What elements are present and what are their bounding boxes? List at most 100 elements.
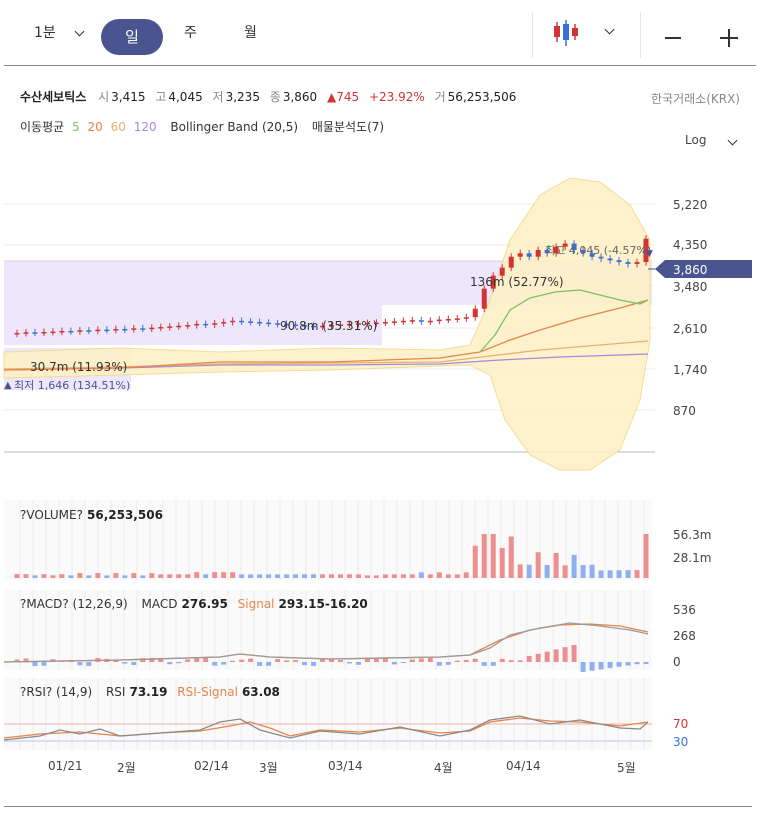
volume-bar <box>104 575 110 578</box>
candle-body <box>239 320 245 323</box>
macd-hist-bar <box>32 662 38 666</box>
volume-bar <box>284 574 290 578</box>
candle-body <box>14 332 20 335</box>
candle-body <box>113 328 119 331</box>
chart-toolbar: 1분 일 주 월 <box>4 4 756 66</box>
volume-bar <box>275 574 281 578</box>
log-scale-toggle[interactable]: Log <box>685 133 706 147</box>
volume-bar <box>382 574 388 578</box>
macd-hist-bar <box>499 658 505 662</box>
candle-body <box>436 319 442 322</box>
interval-day-button[interactable]: 일 <box>101 19 163 55</box>
candle-body <box>104 329 110 332</box>
interval-1m-button[interactable]: 1분 <box>34 25 56 41</box>
rsi-grid <box>19 678 645 750</box>
current-price-tag <box>655 260 752 278</box>
volume-bar <box>490 534 496 578</box>
open-label: 시 <box>98 90 110 104</box>
candle-body <box>427 320 433 323</box>
macd-hist-bar <box>553 649 559 662</box>
macd-hist-bar <box>463 659 469 662</box>
minus-icon[interactable] <box>665 37 681 39</box>
volume-profile-box-2 <box>4 305 382 345</box>
candle-body <box>194 323 200 326</box>
macd-hist-bar <box>203 658 209 662</box>
rsi-panel-title: ?RSI? (14,9) RSI 73.19 RSI-Signal 63.08 <box>20 685 286 699</box>
macd-hist-bar <box>337 659 343 662</box>
macd-hist-bar <box>409 659 415 662</box>
rsi-panel-bg <box>4 678 652 750</box>
macd-hist-bar <box>221 662 227 665</box>
candle-body <box>607 258 613 261</box>
candle-body <box>50 331 56 334</box>
candle-body <box>580 249 586 254</box>
interval-month-button[interactable]: 월 <box>244 25 257 41</box>
candle-body <box>95 329 101 332</box>
low-annotation: 최저 1,646 (134.51%) <box>14 379 130 392</box>
macd-hist-bar <box>158 658 164 662</box>
profile-label-2: 90.8m (35.31%) <box>280 319 377 333</box>
volume-bar <box>553 552 559 578</box>
volume-bar <box>23 574 29 578</box>
plus-icon-vertical <box>728 29 730 47</box>
toolbar-divider <box>640 12 641 58</box>
indicator-legend[interactable]: 이동평균 5 20 60 120 Bollinger Band (20,5) 매… <box>20 118 388 135</box>
volume-bar <box>77 573 83 578</box>
macd-hist-bar <box>517 660 523 662</box>
volume-bar <box>59 574 65 578</box>
volume-bar <box>544 565 550 578</box>
candle-body <box>553 246 559 254</box>
price-axis-label: 4,350 <box>673 238 708 252</box>
x-axis-label: 4월 <box>434 761 453 775</box>
macd-hist-bar <box>625 662 631 666</box>
macd-hist-bar <box>293 660 299 662</box>
candle-body <box>320 325 326 328</box>
candle-body <box>23 332 29 334</box>
candle-body <box>445 318 451 321</box>
macd-hist-bar <box>149 658 155 662</box>
open-value: 3,415 <box>111 90 146 104</box>
candle-body <box>59 330 65 333</box>
change-up-icon: ▲ <box>327 90 337 104</box>
macd-hist-bar <box>266 662 272 666</box>
candle-body <box>140 328 146 330</box>
macd-signal-label: Signal <box>237 597 275 611</box>
x-axis-label: 5월 <box>617 761 636 775</box>
profile-label-1: 136m (52.77%) <box>470 275 564 289</box>
candle-body <box>212 323 218 325</box>
volume-bar <box>302 574 308 578</box>
macd-hist-bar <box>140 658 146 662</box>
candle-body <box>32 332 38 334</box>
x-axis-label: 02/14 <box>194 759 229 773</box>
volume-value: 56,253,506 <box>447 90 517 104</box>
volume-label: 거 <box>434 90 446 104</box>
macd-axis-label: 0 <box>673 655 681 669</box>
price-axis-label: 2,610 <box>673 322 708 336</box>
high-annotation: 최고 4,045 (-4.57%) <box>545 244 651 257</box>
interval-week-button[interactable]: 주 <box>184 25 197 41</box>
candle-body <box>248 321 254 323</box>
candle-body <box>490 275 496 289</box>
macd-hist-bar <box>589 662 595 671</box>
volume-axis-label: 56.3m <box>673 528 712 542</box>
candle-body <box>284 323 290 326</box>
rsi-line <box>3 715 649 741</box>
volume-bar <box>230 572 236 578</box>
candlestick-icon[interactable] <box>552 18 582 48</box>
macd-hist-bar <box>400 662 406 664</box>
macd-hist-bar <box>275 659 281 662</box>
macd-hist-bar <box>508 660 514 662</box>
volume-bar <box>149 573 155 578</box>
bottom-divider <box>4 806 752 807</box>
current-price-value: 3,860 <box>673 263 707 277</box>
volume-bar <box>50 575 56 578</box>
candle-body <box>311 325 317 328</box>
macd-hist-bar <box>86 662 92 666</box>
volume-bar <box>634 570 640 578</box>
volume-bar <box>508 536 514 578</box>
volume-bar <box>643 534 649 578</box>
volume-bar <box>320 574 326 578</box>
rsi-signal-value: 63.08 <box>241 685 280 699</box>
volume-bar <box>86 575 92 578</box>
